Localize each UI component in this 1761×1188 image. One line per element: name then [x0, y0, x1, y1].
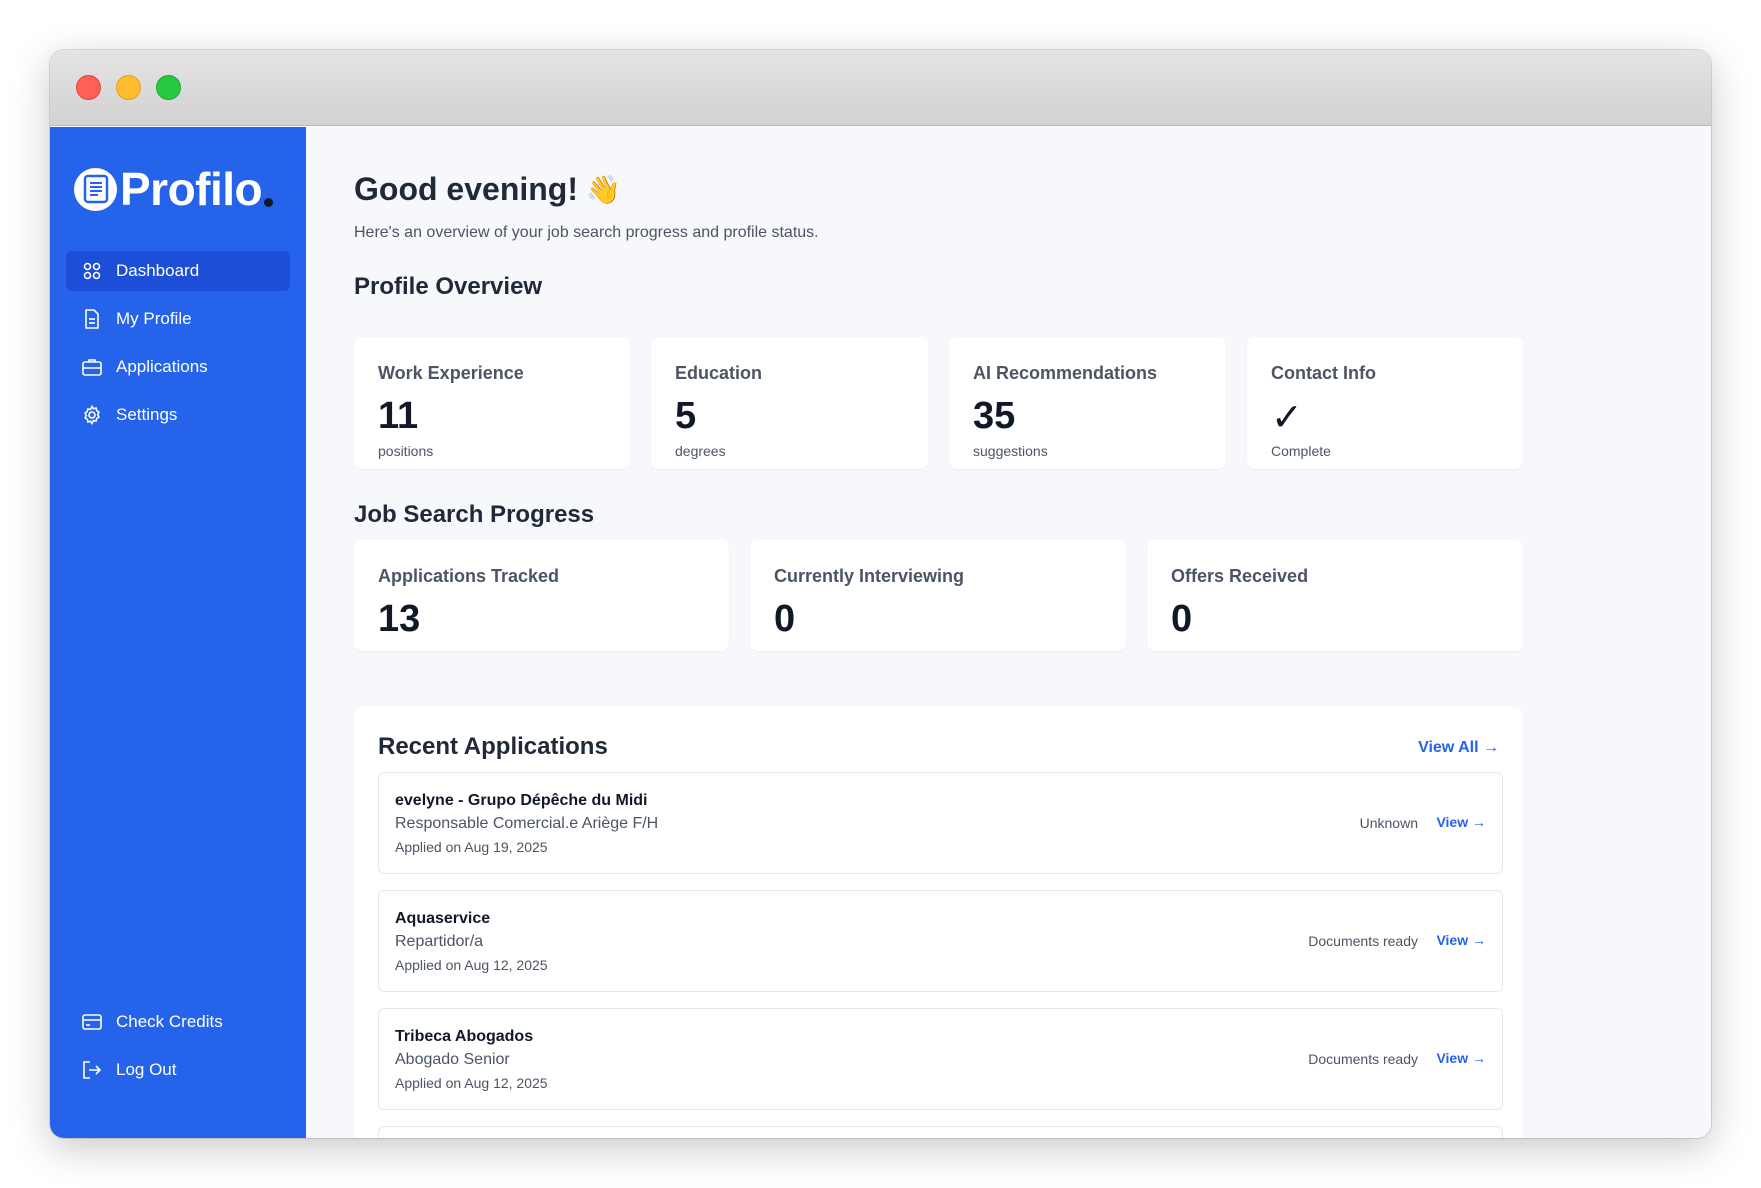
logout-icon — [82, 1060, 102, 1080]
recent-applications-panel: Recent Applications View All → evelyne -… — [354, 707, 1523, 1138]
main-nav: Dashboard My Profile Applications — [66, 251, 290, 443]
gear-icon — [82, 405, 102, 425]
page-subtitle: Here's an overview of your job search pr… — [354, 224, 819, 241]
sidebar-item-log-out[interactable]: Log Out — [66, 1050, 290, 1090]
stat-label: Offers Received — [1171, 566, 1309, 586]
credit-card-icon — [82, 1012, 102, 1032]
application-date: Applied on Aug 19, 2025 — [395, 839, 548, 855]
app-logo[interactable]: Profilo — [74, 163, 274, 215]
briefcase-icon — [82, 357, 102, 377]
app-window: Profilo Dashboard My Profi — [50, 50, 1711, 1138]
sidebar-item-applications[interactable]: Applications — [66, 347, 290, 387]
profile-overview-title: Profile Overview — [354, 273, 543, 300]
stat-value: 13 — [378, 598, 421, 640]
stat-value: 0 — [774, 598, 796, 640]
stat-label: Work Experience — [378, 363, 524, 383]
page-title: Good evening! 👋 — [354, 171, 621, 208]
application-row[interactable]: Aquaservice Repartidor/a Applied on Aug … — [378, 890, 1503, 992]
stat-label: AI Recommendations — [973, 363, 1158, 383]
stat-card-education[interactable]: Education 5 degrees — [651, 337, 928, 469]
stat-sub: positions — [378, 443, 434, 459]
application-company: evelyne - Grupo Dépêche du Midi — [395, 792, 648, 809]
stat-sub: suggestions — [973, 443, 1048, 459]
application-status: Documents ready — [1308, 1051, 1418, 1067]
view-all-link[interactable]: View All → — [1418, 739, 1499, 756]
application-row[interactable]: Tribeca Abogados Abogado Senior Applied … — [378, 1008, 1503, 1110]
application-row-partial[interactable] — [378, 1126, 1503, 1138]
application-position: Abogado Senior — [395, 1051, 510, 1068]
window-titlebar — [50, 50, 1711, 126]
sidebar-item-label: Log Out — [116, 1060, 177, 1079]
maximize-window-button[interactable] — [156, 75, 181, 100]
sidebar-item-my-profile[interactable]: My Profile — [66, 299, 290, 339]
stat-label: Education — [675, 363, 763, 383]
stat-value: 11 — [378, 395, 419, 437]
stat-card-currently-interviewing[interactable]: Currently Interviewing 0 — [750, 540, 1126, 651]
stat-card-ai-recommendations[interactable]: AI Recommendations 35 suggestions — [949, 337, 1226, 469]
sidebar-item-label: Dashboard — [116, 261, 200, 280]
sidebar-item-dashboard[interactable]: Dashboard — [66, 251, 290, 291]
stat-value: 0 — [1171, 598, 1193, 640]
application-view-link[interactable]: View → — [1436, 814, 1486, 830]
logo-dot — [264, 197, 274, 207]
greeting-text: Good evening! — [354, 171, 578, 207]
application-view-link[interactable]: View → — [1436, 932, 1486, 948]
application-position: Responsable Comercial.e Ariège F/H — [395, 815, 659, 832]
grid-icon — [82, 261, 102, 281]
stat-value: 5 — [675, 395, 697, 437]
stat-label: Applications Tracked — [378, 566, 560, 586]
stat-value: 35 — [973, 395, 1016, 437]
stat-label: Currently Interviewing — [774, 566, 965, 586]
application-date: Applied on Aug 12, 2025 — [395, 957, 548, 973]
minimize-window-button[interactable] — [116, 75, 141, 100]
main-content: Good evening! 👋 Here's an overview of yo… — [306, 127, 1711, 1138]
close-window-button[interactable] — [76, 75, 101, 100]
document-icon — [82, 309, 102, 329]
stat-sub: Complete — [1271, 443, 1331, 459]
waving-hand-icon: 👋 — [586, 174, 621, 205]
application-date: Applied on Aug 12, 2025 — [395, 1075, 548, 1091]
sidebar-item-check-credits[interactable]: Check Credits — [66, 1002, 290, 1042]
application-position: Repartidor/a — [395, 933, 484, 950]
sidebar-item-label: Applications — [116, 357, 208, 376]
sidebar-item-label: My Profile — [116, 309, 192, 328]
application-company: Aquaservice — [395, 910, 491, 927]
bottom-nav: Check Credits Log Out — [66, 1002, 290, 1098]
application-view-link[interactable]: View → — [1436, 1050, 1486, 1066]
sidebar-item-settings[interactable]: Settings — [66, 395, 290, 435]
stat-card-applications-tracked[interactable]: Applications Tracked 13 — [354, 540, 729, 651]
stat-card-offers-received[interactable]: Offers Received 0 — [1147, 540, 1523, 651]
application-status: Unknown — [1359, 815, 1418, 831]
recent-applications-title: Recent Applications — [378, 733, 608, 760]
document-logo-icon — [74, 167, 117, 211]
stat-card-work-experience[interactable]: Work Experience 11 positions — [354, 337, 630, 469]
job-search-progress-title: Job Search Progress — [354, 501, 595, 528]
checkmark-icon: ✓ — [1271, 397, 1303, 439]
app-name: Profilo — [120, 163, 263, 215]
sidebar-item-label: Settings — [116, 405, 178, 424]
stat-sub: degrees — [675, 443, 726, 459]
application-row[interactable]: evelyne - Grupo Dépêche du Midi Responsa… — [378, 772, 1503, 874]
application-company: Tribeca Abogados — [395, 1028, 534, 1045]
application-status: Documents ready — [1308, 933, 1418, 949]
stat-card-contact-info[interactable]: Contact Info ✓ Complete — [1247, 337, 1523, 469]
stat-label: Contact Info — [1271, 363, 1376, 383]
sidebar: Profilo Dashboard My Profi — [50, 127, 306, 1138]
sidebar-item-label: Check Credits — [116, 1012, 223, 1031]
